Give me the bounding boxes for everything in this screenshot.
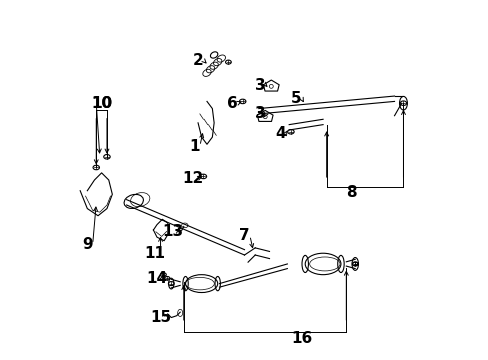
Text: 7: 7 bbox=[239, 228, 249, 243]
Text: 13: 13 bbox=[162, 224, 183, 239]
Text: 12: 12 bbox=[182, 171, 203, 186]
Text: 5: 5 bbox=[290, 91, 301, 106]
Text: 9: 9 bbox=[82, 237, 92, 252]
Text: 1: 1 bbox=[189, 139, 199, 154]
Text: 14: 14 bbox=[146, 271, 167, 286]
Text: 3: 3 bbox=[255, 78, 265, 93]
Text: 6: 6 bbox=[226, 96, 237, 111]
Text: 4: 4 bbox=[274, 126, 285, 141]
Text: 10: 10 bbox=[91, 96, 112, 111]
Text: 8: 8 bbox=[346, 185, 356, 200]
Text: 3: 3 bbox=[255, 107, 265, 121]
Text: 10: 10 bbox=[91, 96, 112, 111]
Text: 16: 16 bbox=[290, 332, 312, 346]
Text: 11: 11 bbox=[144, 246, 165, 261]
Text: 2: 2 bbox=[192, 53, 203, 68]
Text: 15: 15 bbox=[150, 310, 171, 325]
